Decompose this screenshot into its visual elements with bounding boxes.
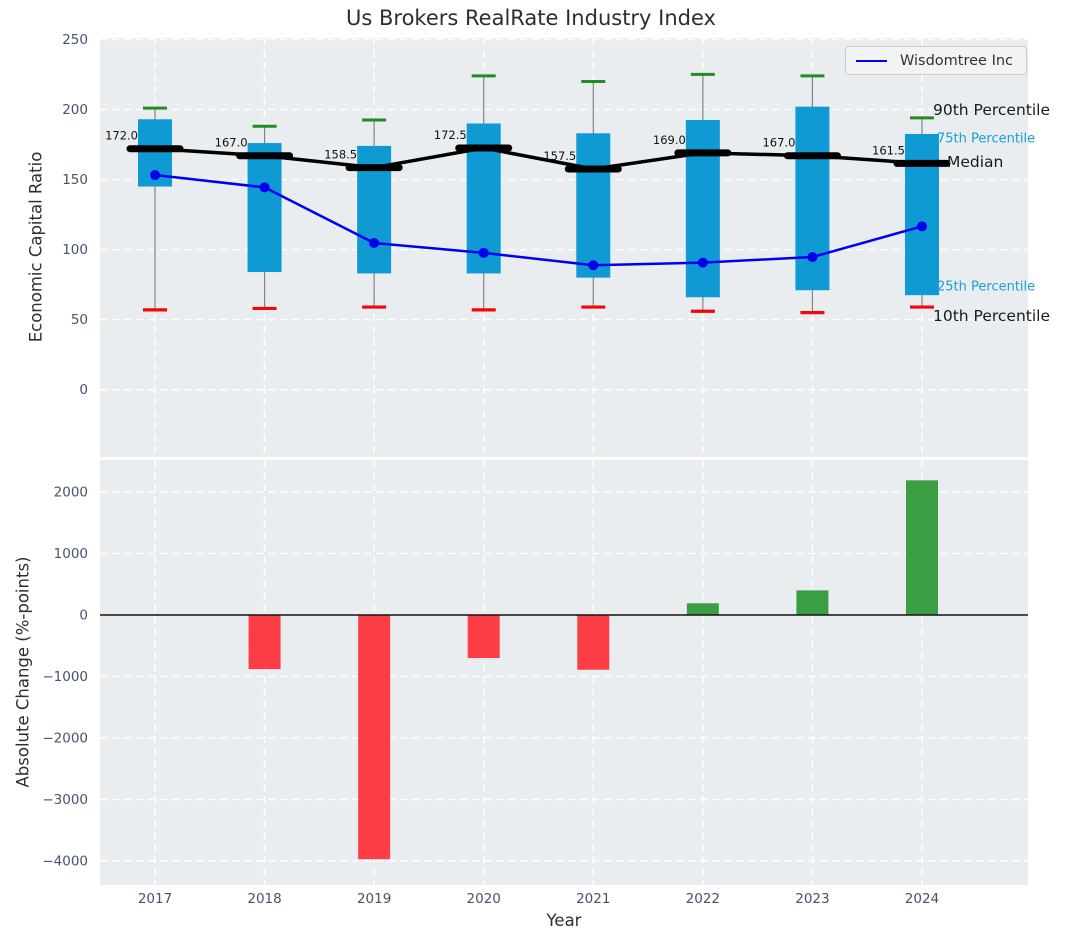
percentile-box <box>685 119 720 298</box>
bottom-y-tick-label: −2000 <box>42 731 88 747</box>
change-bar-negative <box>467 614 500 659</box>
bottom-y-axis-label: Absolute Change (%-points) <box>13 556 33 788</box>
change-bar-negative <box>358 614 391 860</box>
company-point <box>916 221 927 232</box>
x-tick-label: 2019 <box>357 891 391 907</box>
x-tick-label: 2021 <box>576 891 610 907</box>
bottom-y-tick-label: −3000 <box>42 792 88 808</box>
annotation-median: Median <box>947 153 1004 171</box>
top-y-tick-label: 150 <box>62 172 88 188</box>
change-bar-negative <box>577 614 610 670</box>
bottom-y-tick-label: 2000 <box>54 484 88 500</box>
x-tick-label: 2023 <box>795 891 829 907</box>
legend-line-sample <box>856 59 887 62</box>
annotation-75th-percentile: 75th Percentile <box>937 131 1036 147</box>
median-value-label: 169.0 <box>653 133 686 147</box>
change-bar-positive <box>796 590 829 615</box>
company-point <box>259 182 270 193</box>
company-line <box>154 173 923 267</box>
bottom-y-tick-label: −4000 <box>42 854 88 870</box>
x-tick-label: 2017 <box>138 891 172 907</box>
x-tick-label: 2022 <box>686 891 720 907</box>
change-bar-negative <box>248 614 281 670</box>
percentile-box <box>904 133 939 296</box>
top-y-tick-label: 0 <box>79 382 88 398</box>
median-value-label: 158.5 <box>324 148 357 162</box>
bottom-y-tick-label: 0 <box>79 607 88 623</box>
median-value-label: 172.5 <box>434 128 467 142</box>
annotation-25th-percentile: 25th Percentile <box>937 279 1036 295</box>
median-value-label: 167.0 <box>762 136 795 150</box>
percentile-box <box>576 133 611 278</box>
company-point <box>588 260 599 271</box>
company-point <box>478 247 489 258</box>
median-value-label: 167.0 <box>215 136 248 150</box>
median-value-label: 157.5 <box>543 149 576 163</box>
chart-title: Us Brokers RealRate Industry Index <box>346 6 716 30</box>
percentile-box <box>795 106 830 291</box>
company-point <box>697 257 708 268</box>
bottom-y-tick-label: 1000 <box>54 546 88 562</box>
annotation-10th-percentile: 10th Percentile <box>933 307 1051 325</box>
median-value-label: 161.5 <box>872 143 905 157</box>
company-point <box>150 170 160 181</box>
percentile-box <box>247 143 282 273</box>
x-tick-label: 2024 <box>905 891 939 907</box>
top-y-tick-label: 200 <box>62 102 88 118</box>
top-y-tick-label: 100 <box>62 242 88 258</box>
x-tick-label: 2020 <box>467 891 501 907</box>
top-y-tick-label: 50 <box>71 312 88 328</box>
bottom-axes-background <box>100 460 1028 885</box>
median-value-label: 172.0 <box>105 129 138 143</box>
annotation-90th-percentile: 90th Percentile <box>933 101 1051 119</box>
x-axis-label: Year <box>546 911 582 930</box>
x-tick-label: 2018 <box>247 891 281 907</box>
change-bar-positive <box>905 480 938 615</box>
company-point <box>369 238 380 249</box>
top-y-tick-label: 250 <box>62 32 88 48</box>
company-point <box>807 252 818 263</box>
change-bar-positive <box>686 603 719 615</box>
legend: Wisdomtree Inc <box>845 46 1028 75</box>
bottom-y-tick-label: −1000 <box>42 669 88 685</box>
legend-label: Wisdomtree Inc <box>900 52 1014 69</box>
top-axes-background <box>100 38 1028 457</box>
top-y-axis-label: Economic Capital Ratio <box>26 151 46 343</box>
